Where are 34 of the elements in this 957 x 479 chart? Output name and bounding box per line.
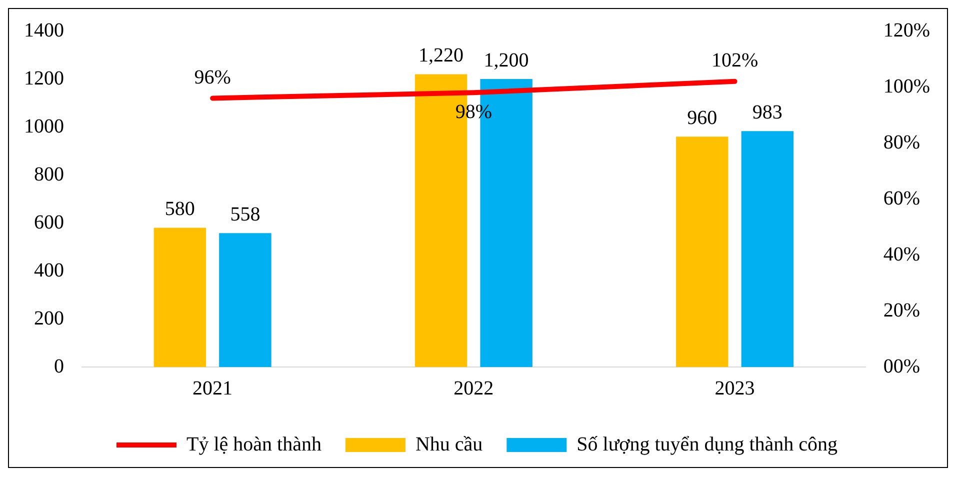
y-tick-label: 400 — [34, 259, 64, 282]
bar — [676, 136, 728, 367]
y-tick-label: 600 — [34, 211, 64, 234]
y-tick-label: 1200 — [24, 67, 64, 90]
y-tick-label: 0 — [54, 355, 64, 378]
y2-tick-label: 80% — [883, 131, 920, 154]
y2-tick-label: 120% — [883, 19, 930, 42]
x-tick-label: 2021 — [192, 377, 233, 400]
y2-tick-label: 00% — [883, 355, 920, 378]
data-label: 1,200 — [484, 49, 529, 72]
y2-tick-label: 20% — [883, 299, 920, 322]
y2-tick-label: 60% — [883, 187, 920, 210]
data-label: 96% — [194, 66, 231, 88]
y-tick-label: 800 — [34, 163, 64, 186]
bar — [219, 233, 272, 367]
bar — [741, 131, 794, 367]
data-label: 580 — [164, 198, 195, 220]
x-tick-label: 2022 — [454, 377, 494, 400]
bar — [154, 228, 206, 367]
data-label: 102% — [711, 50, 758, 72]
data-label: 558 — [230, 203, 260, 226]
legend-label: Nhu cầu — [415, 433, 483, 456]
y-tick-label: 1000 — [24, 115, 64, 138]
y-tick-label: 1400 — [24, 19, 64, 42]
y-tick-label: 200 — [34, 307, 64, 330]
y2-tick-label: 40% — [883, 243, 920, 266]
y2-tick-label: 100% — [883, 75, 930, 98]
legend-label: Tỷ lệ hoàn thành — [186, 433, 322, 456]
legend-label: Số lượng tuyển dụng thành công — [576, 433, 838, 456]
data-label: 960 — [687, 106, 718, 129]
data-label: 98% — [455, 100, 492, 123]
data-label: 983 — [752, 101, 782, 124]
data-label: 1,220 — [418, 44, 464, 66]
x-tick-label: 2023 — [714, 377, 755, 400]
